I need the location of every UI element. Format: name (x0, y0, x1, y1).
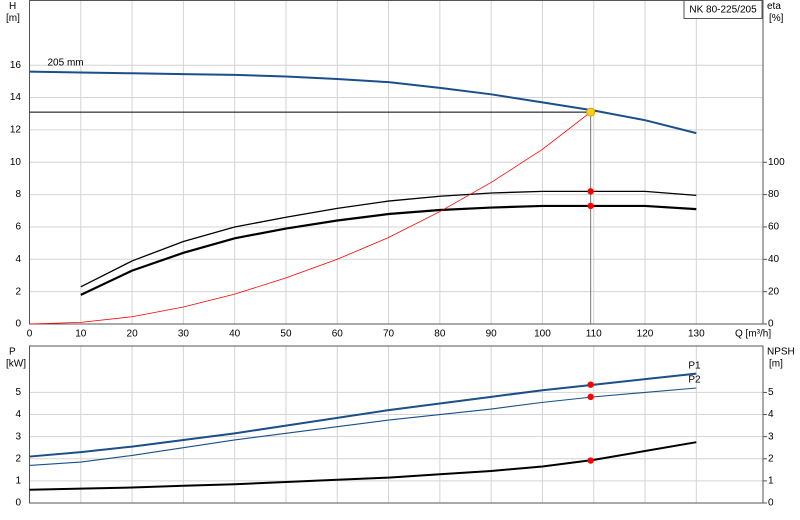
y-tick-label: 12 (10, 125, 22, 136)
x-tick-label: 90 (486, 329, 498, 340)
y2-tick-label: 100 (768, 157, 785, 168)
y-axis-unit: [kW] (6, 359, 26, 370)
y-axis-title: H (9, 1, 16, 12)
y2-tick-label: 4 (768, 409, 774, 420)
y-tick-label: 6 (15, 222, 21, 233)
curve-label: P2 (688, 375, 701, 386)
y2-axis-title: NPSH (767, 347, 795, 358)
y2-axis-unit: [%] (769, 13, 784, 24)
y-tick-label: 0 (15, 498, 21, 509)
y-tick-label: 0 (15, 319, 21, 330)
y2-axis-title: eta (767, 1, 781, 12)
curve-label: 205 mm (48, 57, 84, 68)
y-tick-label: 5 (15, 387, 21, 398)
y-tick-label: 14 (10, 92, 22, 103)
chart-title: NK 80-225/205 (689, 5, 757, 16)
x-tick-label: 100 (534, 329, 551, 340)
y2-tick-label: 20 (768, 286, 780, 297)
y2-tick-label: 0 (768, 498, 774, 509)
plot-frame (29, 345, 764, 504)
x-tick-label: 120 (637, 329, 654, 340)
y-tick-label: 10 (10, 157, 22, 168)
y-axis-title: P (9, 347, 16, 358)
y2-tick-label: 60 (768, 222, 780, 233)
x-tick-label: 30 (178, 329, 190, 340)
y-tick-label: 1 (15, 476, 21, 487)
marker (587, 381, 594, 388)
x-tick-label: 10 (75, 329, 87, 340)
marker (587, 188, 594, 195)
y-tick-label: 2 (15, 286, 21, 297)
marker (587, 393, 594, 401)
y2-tick-label: 1 (768, 476, 774, 487)
x-tick-label: 0 (27, 329, 33, 340)
x-axis-title: Q [m³/h] (735, 329, 771, 340)
y2-axis-unit: [m] (769, 359, 783, 370)
y2-tick-label: 2 (768, 453, 774, 464)
title-box (683, 0, 763, 19)
x-tick-label: 20 (127, 329, 139, 340)
x-tick-label: 50 (280, 329, 292, 340)
y-tick-label: 16 (10, 60, 22, 71)
series-line (29, 70, 697, 135)
x-tick-label: 130 (688, 329, 705, 340)
y-tick-label: 2 (15, 453, 21, 464)
x-tick-label: 60 (332, 329, 344, 340)
series-line (29, 387, 697, 466)
y2-tick-label: 80 (768, 189, 780, 200)
y2-tick-label: 0 (768, 319, 774, 330)
x-tick-label: 80 (434, 329, 446, 340)
y2-tick-label: 5 (768, 387, 774, 398)
x-tick-label: 40 (229, 329, 241, 340)
operating-point (586, 107, 596, 117)
y-axis-unit: [m] (6, 13, 20, 24)
y2-tick-label: 40 (768, 254, 780, 265)
y-tick-label: 4 (15, 409, 21, 420)
y-tick-label: 8 (15, 189, 21, 200)
curve-label: P1 (688, 360, 701, 371)
y2-tick-label: 3 (768, 431, 774, 442)
x-tick-label: 110 (586, 329, 602, 340)
x-tick-label: 70 (383, 329, 395, 340)
y-tick-label: 3 (15, 431, 21, 442)
y-tick-label: 4 (15, 254, 21, 265)
marker (587, 457, 594, 464)
marker (587, 202, 594, 210)
series-line (29, 111, 591, 325)
series-line (29, 441, 697, 491)
series-line (29, 372, 697, 458)
